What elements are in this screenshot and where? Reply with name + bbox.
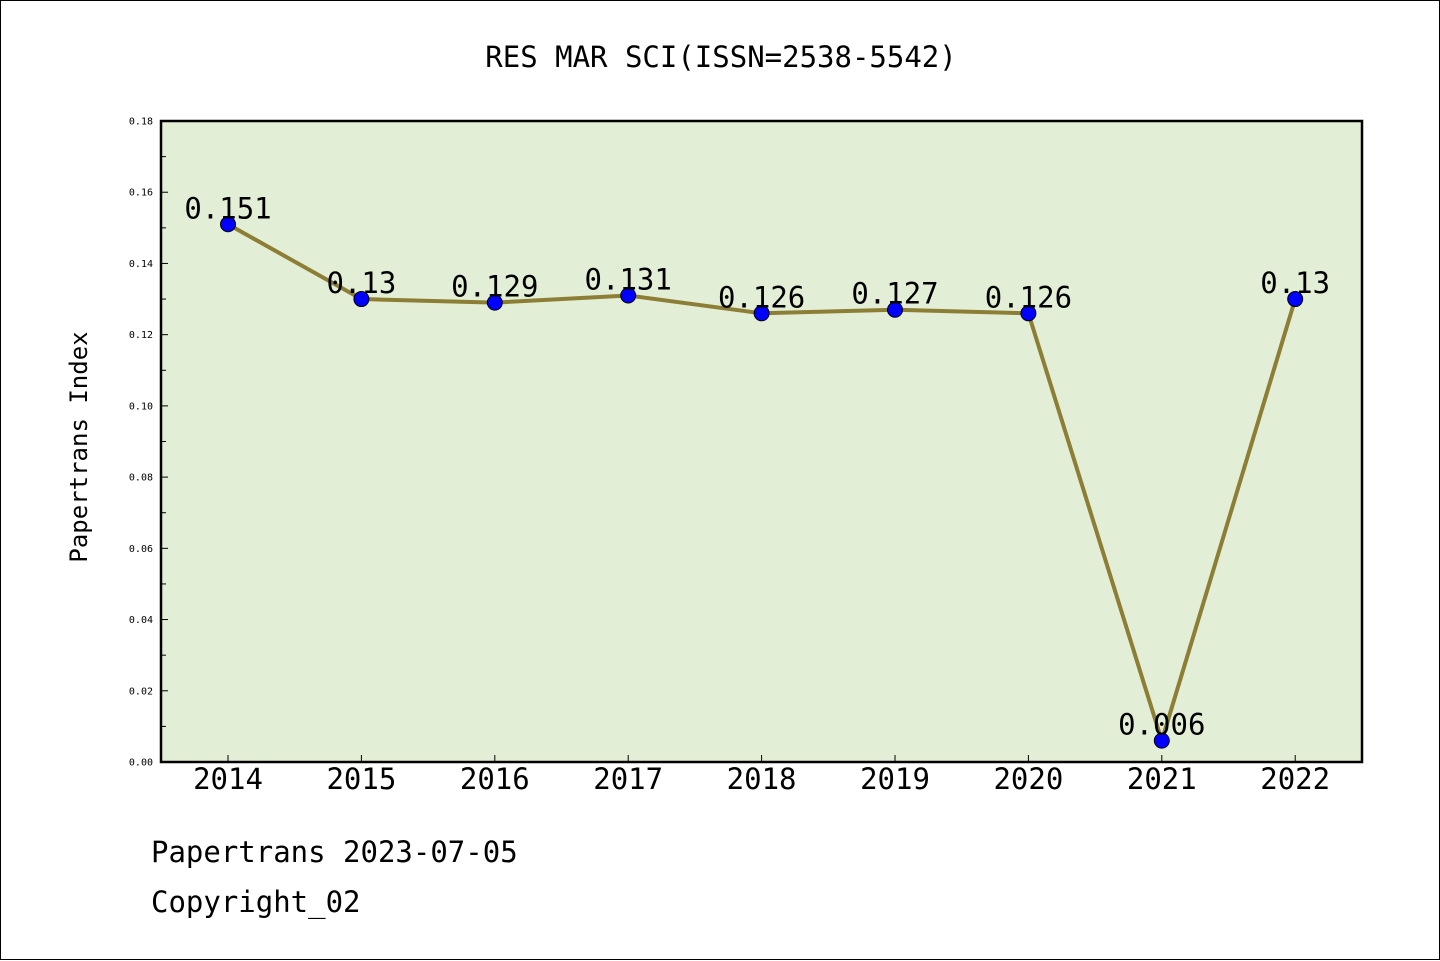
data-label: 0.129 [451, 270, 538, 304]
y-tick-label: 0.16 [129, 188, 153, 199]
footer-date: Papertrans 2023-07-05 [151, 835, 518, 869]
y-tick-label: 0.06 [129, 544, 153, 555]
y-tick-label: 0.04 [129, 615, 153, 626]
data-point [1287, 291, 1304, 308]
x-tick-label: 2022 [1260, 762, 1330, 796]
y-tick-label: 0.00 [129, 758, 153, 769]
data-point [753, 305, 770, 322]
x-tick-label: 2017 [593, 762, 663, 796]
data-point [620, 287, 637, 304]
data-point [1153, 732, 1170, 749]
data-point [353, 291, 370, 308]
x-tick-label: 2014 [193, 762, 263, 796]
data-label: 0.126 [985, 280, 1072, 314]
data-label: 0.126 [718, 280, 805, 314]
x-axis: 2014 2015 2016 2017 2018 2019 2020 2021 2022 [193, 755, 1330, 796]
x-tick-label: 2020 [993, 762, 1063, 796]
plot-area [161, 121, 1362, 762]
data-label: 0.006 [1118, 708, 1205, 742]
data-label: 0.131 [585, 262, 672, 296]
chart-title: RES MAR SCI(ISSN=2538-5542) [485, 40, 956, 74]
y-axis-label: Papertrans Index [65, 331, 93, 562]
x-tick-label: 2021 [1127, 762, 1197, 796]
data-label: 0.127 [851, 277, 938, 311]
data-label: 0.151 [184, 191, 271, 225]
data-point [220, 216, 236, 233]
y-axis: 0.00 0.02 0.04 0.06 0.08 0.10 0.12 0.14 0.16 0.18 [129, 117, 168, 769]
y-tick-label: 0.08 [129, 473, 153, 484]
y-tick-label: 0.18 [129, 117, 153, 128]
x-tick-label: 2015 [326, 762, 396, 796]
footer-copyright: Copyright_02 [151, 885, 361, 919]
data-point [486, 294, 503, 311]
plot-border [159, 119, 1364, 764]
data-point [887, 301, 903, 318]
y-tick-label: 0.12 [129, 330, 153, 341]
data-label: 0.13 [1260, 266, 1330, 300]
y-tick-label: 0.02 [129, 686, 153, 697]
series-papertrans-index [220, 216, 1304, 749]
data-point [1020, 305, 1037, 322]
data-labels: 0.151 0.13 0.129 0.131 0.126 0.127 0.126 0.006 0… [184, 191, 1330, 741]
y-tick-label: 0.14 [129, 259, 153, 270]
y-tick-label: 0.10 [129, 401, 153, 412]
x-tick-label: 2018 [727, 762, 797, 796]
x-tick-label: 2019 [860, 762, 930, 796]
x-tick-label: 2016 [460, 762, 530, 796]
data-label: 0.13 [326, 266, 396, 300]
